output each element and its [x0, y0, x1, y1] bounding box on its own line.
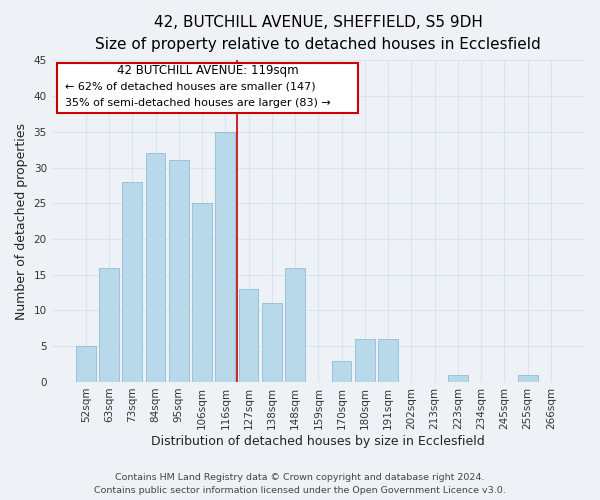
Bar: [285, 268, 305, 382]
Bar: [76, 346, 95, 382]
Bar: [378, 339, 398, 382]
Bar: [122, 182, 142, 382]
Bar: [355, 339, 375, 382]
FancyBboxPatch shape: [57, 62, 358, 114]
Bar: [215, 132, 235, 382]
Text: Contains HM Land Registry data © Crown copyright and database right 2024.
Contai: Contains HM Land Registry data © Crown c…: [94, 473, 506, 495]
Bar: [518, 375, 538, 382]
Title: 42, BUTCHILL AVENUE, SHEFFIELD, S5 9DH
Size of property relative to detached hou: 42, BUTCHILL AVENUE, SHEFFIELD, S5 9DH S…: [95, 15, 541, 52]
Y-axis label: Number of detached properties: Number of detached properties: [15, 122, 28, 320]
Bar: [192, 204, 212, 382]
Bar: [262, 304, 282, 382]
Bar: [99, 268, 119, 382]
Bar: [169, 160, 188, 382]
Bar: [146, 153, 166, 382]
Text: 42 BUTCHILL AVENUE: 119sqm: 42 BUTCHILL AVENUE: 119sqm: [117, 64, 298, 76]
Bar: [332, 360, 352, 382]
Bar: [448, 375, 468, 382]
Text: 35% of semi-detached houses are larger (83) →: 35% of semi-detached houses are larger (…: [65, 98, 331, 108]
Bar: [239, 289, 259, 382]
Text: ← 62% of detached houses are smaller (147): ← 62% of detached houses are smaller (14…: [65, 82, 316, 92]
X-axis label: Distribution of detached houses by size in Ecclesfield: Distribution of detached houses by size …: [151, 434, 485, 448]
